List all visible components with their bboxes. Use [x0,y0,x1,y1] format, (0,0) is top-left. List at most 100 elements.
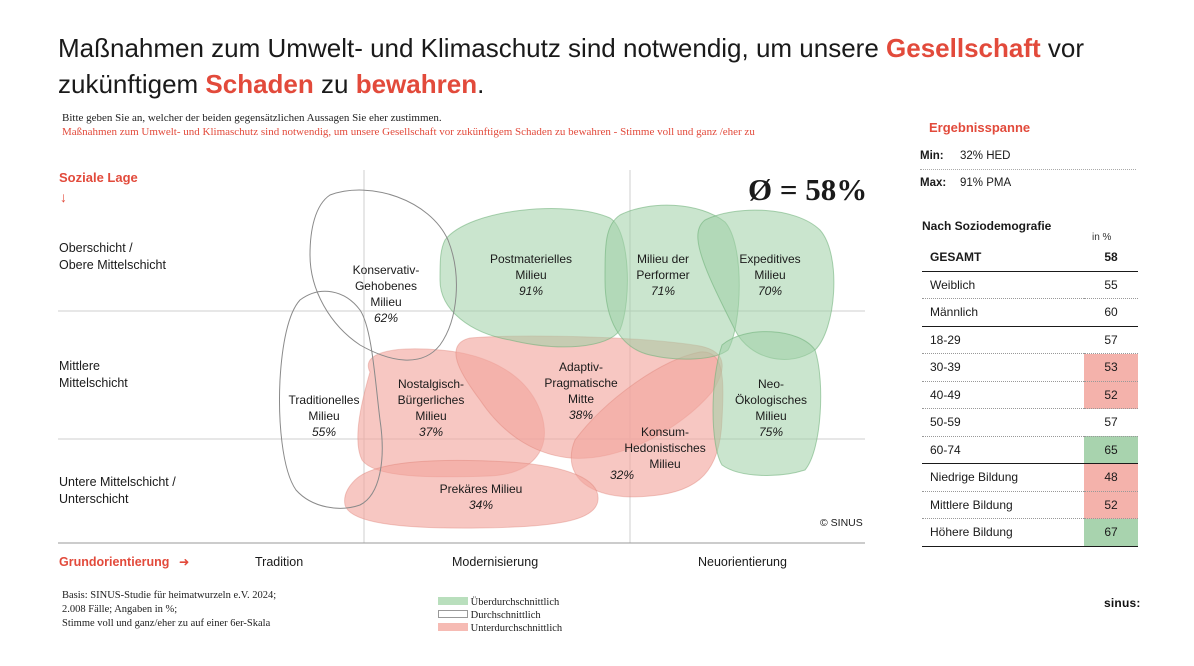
blob-prekaer [344,459,599,529]
row-label: Männlich [922,298,1084,327]
legend-swatch-average [438,610,468,618]
label-nostalgisch-buergerlich: Nostalgisch-Bürgerliches Milieu 37% [398,377,465,439]
label-expeditiv: Expeditives Milieu 70% [739,252,800,298]
title-text: . [477,69,485,99]
row-label: Mittlere Bildung [922,491,1084,519]
max-label: Max: [920,177,947,189]
table-row: GESAMT 58 [922,244,1138,272]
table-row: 40-49 52 [922,381,1138,409]
row-label: 40-49 [922,381,1084,409]
legend: Überdurchschnittlich Durchschnittlich Un… [438,597,562,636]
row-label: 60-74 [922,436,1084,464]
table-row: 30-39 53 [922,353,1138,382]
y-axis-title: Soziale Lage [59,170,138,185]
legend-swatch-below [438,623,468,631]
min-row: Min: 32% HED [920,150,1011,162]
blob-traditionell [279,290,383,509]
min-label: Min: [920,150,944,162]
blob-group-below [344,335,724,529]
title-highlight: Gesellschaft [886,33,1041,63]
blob-group-above [439,204,835,476]
legend-item-above: Überdurchschnittlich [438,597,562,610]
blob-konservativ-gehoben [309,189,457,361]
legend-label: Unterdurchschnittlich [470,623,563,634]
row-label: Höhere Bildung [922,518,1084,547]
column-label-neuorientierung: Neuorientierung [698,555,787,569]
column-label-modernisierung: Modernisierung [452,555,539,569]
legend-item-below: Unterdurchschnittlich [438,623,562,636]
question-statement: Maßnahmen zum Umwelt- und Klimaschutz si… [62,126,755,138]
title-text: Maßnahmen zum Umwelt- und Klimaschutz si… [58,33,887,63]
legend-label: Überdurchschnittlich [470,597,560,608]
table-row: Höhere Bildung 67 [922,518,1138,547]
row-label: 18-29 [922,326,1084,354]
row-value: 48 [1084,463,1138,492]
label-traditionell: Traditionelles Milieu 55% [289,393,360,439]
right-arrow-icon: ➜ [178,555,190,569]
row-label: GESAMT [922,244,1084,272]
row-value: 58 [1084,244,1138,272]
value-konsum-hedonistisch: 32% [610,468,634,482]
divider [920,169,1136,170]
row-value: 60 [1084,298,1138,327]
label-postmateriell: Postmaterielles Milieu 91% [490,252,572,298]
row-value: 52 [1084,491,1138,519]
socio-title: Nach Soziodemografie [922,219,1052,233]
row-value: 67 [1084,518,1138,547]
label-prekaer: Prekäres Milieu 34% [440,482,523,512]
question-instruction: Bitte geben Sie an, welcher der beiden g… [62,112,442,124]
page-title: Maßnahmen zum Umwelt- und Klimaschutz si… [58,30,1138,102]
table-row: 18-29 57 [922,326,1138,354]
label-konsum-hedonistisch: Konsum-Hedonistisches Milieu [624,425,705,471]
max-row: Max: 91% PMA [920,177,1011,189]
blob-group-average [279,189,457,509]
max-value: 91% PMA [960,177,1012,189]
basis-line: 2.008 Fälle; Angaben in %; [62,604,178,615]
row-value: 65 [1084,436,1138,464]
row-label-line: Obere Mittelschicht [59,258,166,272]
row-value: 57 [1084,408,1138,437]
table-row: 50-59 57 [922,408,1138,437]
row-label-line: Unterschicht [59,492,129,506]
x-axis-title-text: Grundorientierung [59,555,170,569]
table-row: Männlich 60 [922,298,1138,327]
milieu-labels: Konservativ-Gehobenes Milieu 62% Postmater… [289,252,807,512]
legend-swatch-above [438,597,468,605]
row-value: 55 [1084,271,1138,299]
table-row: Niedrige Bildung 48 [922,463,1138,492]
row-value: 53 [1084,353,1138,382]
blob-neo-oekologisch [712,331,822,476]
title-highlight: bewahren [355,69,478,99]
down-arrow-icon: ↓ [60,189,67,205]
label-konservativ-gehoben: Konservativ-Gehobenes Milieu 62% [353,263,420,325]
row-value: 52 [1084,381,1138,409]
row-label: 30-39 [922,353,1084,382]
row-label-line: Oberschicht / [59,241,133,255]
row-value: 57 [1084,326,1138,354]
row-label: 50-59 [922,408,1084,437]
table-row: Weiblich 55 [922,271,1138,299]
unit-label: in % [1092,232,1112,243]
legend-item-average: Durchschnittlich [438,610,562,623]
blob-konsum-hedonistisch [570,351,724,498]
row-label: Weiblich [922,271,1084,299]
legend-label: Durchschnittlich [470,610,541,621]
socio-table: GESAMT 58 Weiblich 55 Männlich 60 18-29 … [922,244,1138,547]
sinus-logo: sinus: [1104,596,1141,610]
row-label-line: Mittelschicht [59,376,128,390]
range-title: Ergebnisspanne [929,120,1031,135]
label-performer: Milieu der Performer 71% [636,252,689,298]
x-axis-title: Grundorientierung ➜ [59,554,189,569]
label-neo-oekologisch: Neo-Ökologisches Milieu 75% [735,377,807,439]
basis-line: Basis: SINUS-Studie für heimatwurzeln e.… [62,590,277,601]
basis-footnote: Basis: SINUS-Studie für heimatwurzeln e.… [62,589,276,631]
row-label-middle: Mittlere Mittelschicht [59,358,128,392]
row-label-line: Mittlere [59,359,100,373]
basis-line: Stimme voll und ganz/eher zu auf einer 6… [62,618,271,629]
row-label: Niedrige Bildung [922,463,1084,492]
table-row: Mittlere Bildung 52 [922,491,1138,519]
min-value: 32% HED [960,150,1011,162]
title-text: vor zukünftigem [58,33,1085,99]
average-label: Ø = 58% [748,172,868,207]
